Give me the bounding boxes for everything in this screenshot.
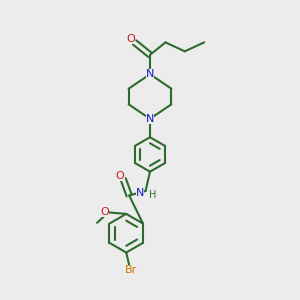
Text: O: O [115,171,124,181]
Text: N: N [146,69,154,79]
Text: Br: Br [124,266,137,275]
Text: H: H [149,190,157,200]
Text: N: N [136,188,144,197]
Text: O: O [127,34,135,44]
Text: N: N [146,114,154,124]
Text: O: O [100,207,109,217]
